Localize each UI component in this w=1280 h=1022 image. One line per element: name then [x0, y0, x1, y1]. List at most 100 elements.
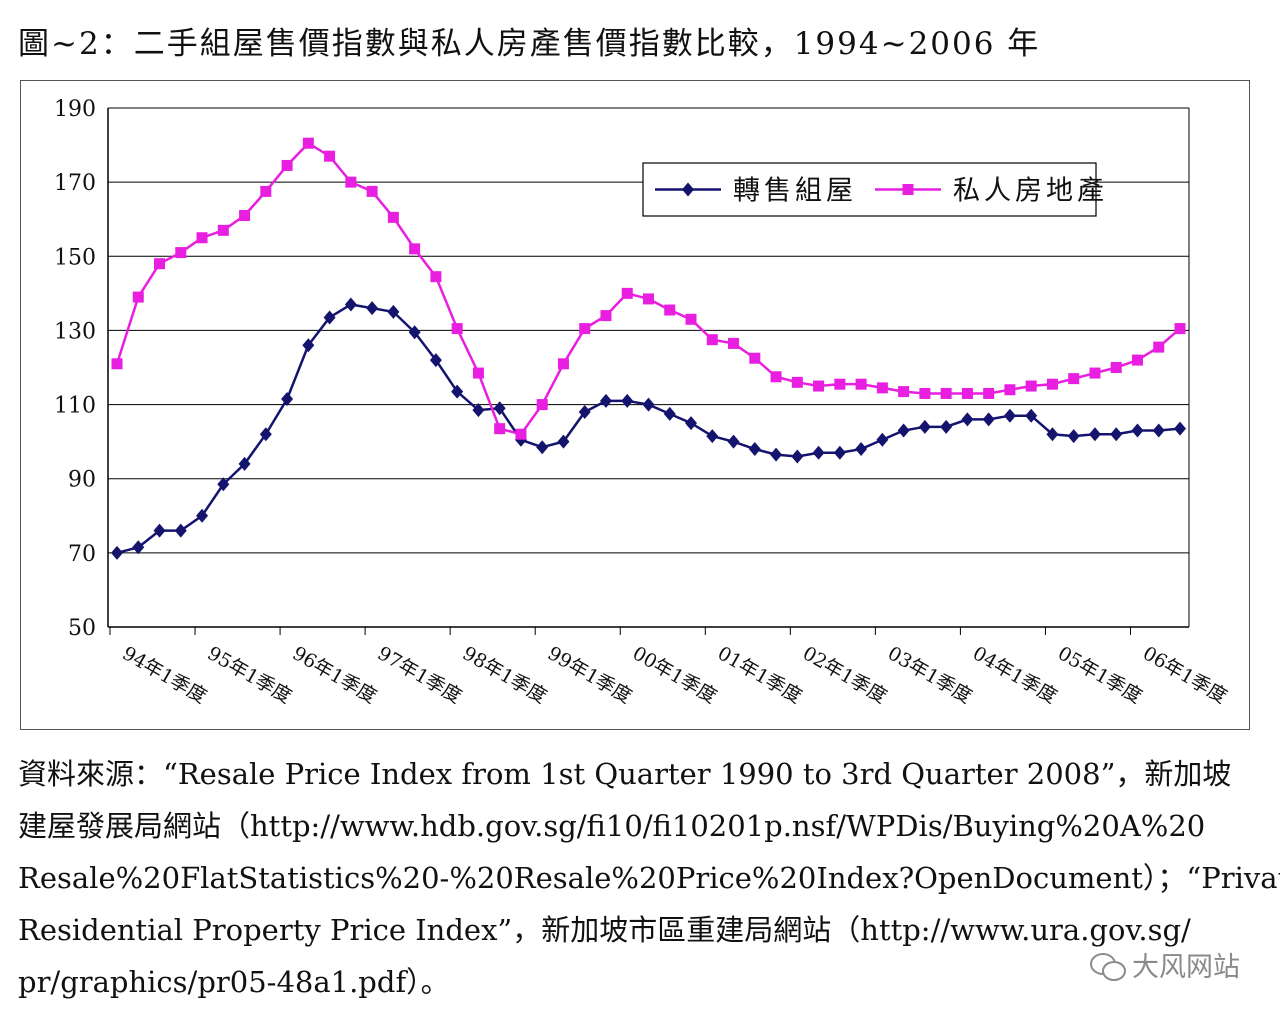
data-point-diamond [1174, 421, 1186, 436]
data-point-diamond [472, 403, 485, 418]
data-point-diamond [578, 404, 591, 419]
data-point-diamond [111, 545, 123, 560]
data-point-diamond [1088, 427, 1101, 442]
data-point-diamond [536, 440, 549, 455]
watermark: 大风网站 [1090, 945, 1240, 984]
data-point-square [345, 176, 357, 188]
data-point-diamond [429, 353, 442, 368]
x-tick-label: 04年1季度 [969, 642, 1061, 708]
watermark-text: 大风网站 [1132, 952, 1240, 983]
data-point-square [961, 387, 973, 399]
data-point-square [600, 310, 612, 322]
data-point-square [196, 232, 208, 244]
data-point-square [1046, 378, 1058, 390]
data-point-square [983, 387, 995, 399]
data-point-diamond [770, 447, 783, 462]
y-tick-label: 70 [68, 542, 96, 567]
data-point-square [621, 287, 633, 299]
data-point-square [515, 428, 527, 440]
data-point-diamond [196, 508, 209, 523]
line-chart: 50709011013015017019094年1季度95年1季度96年1季度9… [54, 97, 1231, 708]
data-point-diamond [940, 419, 953, 434]
legend-marker-diamond [682, 182, 694, 197]
source-line: Resale%20FlatStatistics%20-%20Resale%20P… [18, 861, 1280, 895]
y-tick-label: 110 [54, 394, 96, 419]
data-point-diamond [323, 310, 336, 325]
data-point-square [685, 313, 697, 325]
data-point-diamond [876, 432, 889, 447]
data-point-square [260, 185, 272, 197]
x-tick-label: 95年1季度 [204, 642, 296, 708]
data-point-square [643, 293, 654, 305]
data-point-diamond [855, 442, 868, 457]
data-point-diamond [451, 384, 464, 399]
data-point-square [1110, 362, 1122, 373]
data-point-square [749, 352, 761, 364]
data-point-square [940, 387, 952, 399]
data-point-square [281, 159, 293, 171]
data-point-diamond [344, 297, 357, 312]
data-point-diamond [366, 301, 379, 316]
data-point-diamond [621, 393, 634, 408]
data-point-diamond [174, 523, 187, 538]
legend-label: 私人房地產 [953, 176, 1108, 207]
data-point-square [494, 423, 506, 435]
data-point-diamond [706, 429, 719, 444]
data-point-square [154, 258, 166, 270]
data-point-diamond [897, 423, 910, 438]
data-point-square [430, 271, 442, 283]
source-line: 資料來源：“Resale Price Index from 1st Quarte… [18, 757, 1232, 791]
data-point-diamond [918, 419, 931, 434]
wechat-icon [1090, 951, 1126, 981]
data-point-square [791, 376, 803, 388]
y-tick-label: 130 [54, 319, 96, 344]
data-point-diamond [727, 434, 740, 449]
y-tick-label: 150 [54, 245, 96, 270]
data-point-square [876, 382, 888, 394]
data-point-square [387, 211, 399, 223]
data-point-diamond [557, 434, 570, 449]
data-point-diamond [281, 392, 294, 407]
data-point-diamond [153, 523, 166, 538]
data-point-square [324, 150, 336, 162]
series-line [116, 303, 1181, 555]
data-point-square [239, 210, 251, 222]
data-point-square [536, 399, 548, 411]
data-point-square [706, 334, 718, 346]
data-point-diamond [217, 477, 230, 492]
x-tick-label: 99年1季度 [544, 642, 636, 708]
data-point-square [898, 386, 910, 398]
data-point-square [770, 371, 782, 383]
x-tick-label: 98年1季度 [459, 642, 551, 708]
data-point-square [1089, 367, 1101, 379]
data-point-diamond [1046, 427, 1059, 442]
data-point-square [217, 224, 229, 236]
y-tick-label: 50 [68, 616, 96, 641]
data-point-diamond [961, 412, 974, 427]
data-point-diamond [1110, 427, 1123, 442]
legend-label: 轉售組屋 [733, 176, 857, 207]
data-point-square [1068, 373, 1080, 385]
source-line: 建屋發展局網站（http://www.hdb.gov.sg/fi10/fi102… [18, 809, 1206, 843]
data-point-square [175, 247, 187, 259]
x-tick-label: 97年1季度 [374, 642, 466, 708]
source-line: Residential Property Price Index”，新加坡市區重… [18, 913, 1191, 947]
data-point-square [664, 304, 676, 316]
data-point-square [579, 323, 591, 335]
data-point-diamond [812, 445, 825, 460]
data-point-diamond [1025, 408, 1038, 423]
source-line: pr/graphics/pr05-48a1.pdf）。 [18, 965, 450, 999]
data-point-square [366, 185, 378, 197]
data-point-diamond [259, 427, 272, 442]
data-point-diamond [642, 397, 655, 412]
data-point-diamond [599, 393, 612, 408]
data-point-square [472, 367, 484, 379]
x-tick-label: 03年1季度 [884, 642, 976, 708]
data-point-diamond [238, 456, 251, 471]
data-point-diamond [1152, 423, 1165, 438]
data-point-square [1025, 380, 1037, 392]
data-point-diamond [1003, 408, 1016, 423]
x-tick-label: 05年1季度 [1054, 642, 1146, 708]
data-point-square [919, 387, 931, 399]
data-point-square [813, 380, 825, 392]
